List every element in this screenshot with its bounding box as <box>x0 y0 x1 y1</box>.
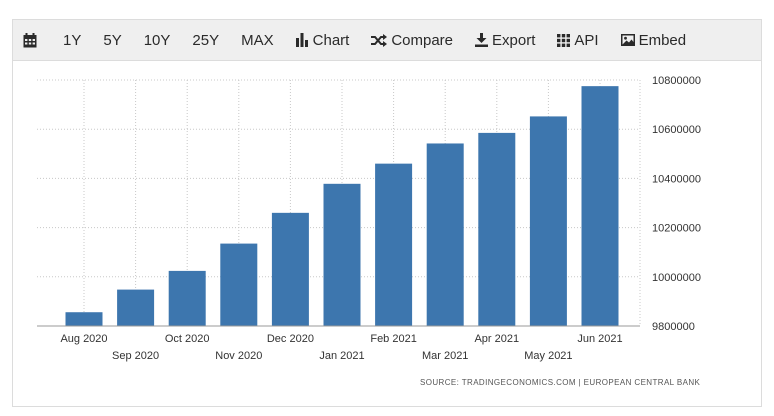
export-button[interactable]: Export <box>461 20 543 60</box>
y-tick-label: 9800000 <box>652 321 695 333</box>
embed-button[interactable]: Embed <box>607 20 695 60</box>
y-tick-label: 10000000 <box>652 272 701 284</box>
x-tick-label: Jan 2021 <box>319 350 364 362</box>
compare-label: Compare <box>391 31 454 49</box>
x-tick-label: May 2021 <box>524 350 572 362</box>
calendar-icon <box>23 32 37 48</box>
x-tick-label: Apr 2021 <box>474 333 519 345</box>
bar <box>581 86 619 327</box>
bar <box>426 143 464 326</box>
shuffle-icon <box>371 33 388 47</box>
bar <box>271 212 309 326</box>
x-tick-label: Aug 2020 <box>60 333 107 345</box>
x-tick-label: Sep 2020 <box>112 350 159 362</box>
y-tick-label: 10200000 <box>652 223 701 235</box>
y-tick-label: 10400000 <box>652 173 701 185</box>
range-max-button[interactable]: MAX <box>241 31 274 49</box>
chart-type-button[interactable]: Chart <box>282 20 358 60</box>
bar <box>220 243 258 326</box>
chart-type-label: Chart <box>312 31 350 49</box>
api-button[interactable]: API <box>543 20 606 60</box>
embed-label: Embed <box>638 31 687 49</box>
bar-chart-icon <box>295 33 309 47</box>
chart-frame <box>12 19 762 407</box>
x-tick-label: Jun 2021 <box>577 333 622 345</box>
compare-button[interactable]: Compare <box>357 20 461 60</box>
bar <box>65 312 103 326</box>
chart-toolbar: 1Y 5Y 10Y 25Y MAX Chart Compare Export A… <box>13 20 761 61</box>
download-icon <box>475 33 489 47</box>
source-note: SOURCE: TRADINGECONOMICS.COM | EUROPEAN … <box>420 378 701 387</box>
y-tick-label: 10600000 <box>652 124 701 136</box>
export-label: Export <box>492 31 536 49</box>
x-tick-label: Mar 2021 <box>422 350 468 362</box>
x-tick-label: Dec 2020 <box>267 333 314 345</box>
x-tick-label: Nov 2020 <box>215 350 262 362</box>
bar <box>529 116 567 327</box>
calendar-button[interactable] <box>13 20 55 60</box>
image-icon <box>620 34 635 46</box>
range-25y-button[interactable]: 25Y <box>192 31 220 49</box>
range-10y-button[interactable]: 10Y <box>143 31 171 49</box>
api-label: API <box>574 31 599 49</box>
x-tick-label: Feb 2021 <box>370 333 416 345</box>
bar <box>117 289 155 326</box>
bar <box>478 132 516 326</box>
bar <box>168 270 206 326</box>
bar <box>375 163 413 326</box>
grid-icon <box>557 33 571 47</box>
range-1y-button[interactable]: 1Y <box>63 31 82 49</box>
bar <box>323 183 361 326</box>
x-tick-label: Oct 2020 <box>165 333 210 345</box>
range-5y-button[interactable]: 5Y <box>103 31 122 49</box>
y-tick-label: 10800000 <box>652 75 701 87</box>
